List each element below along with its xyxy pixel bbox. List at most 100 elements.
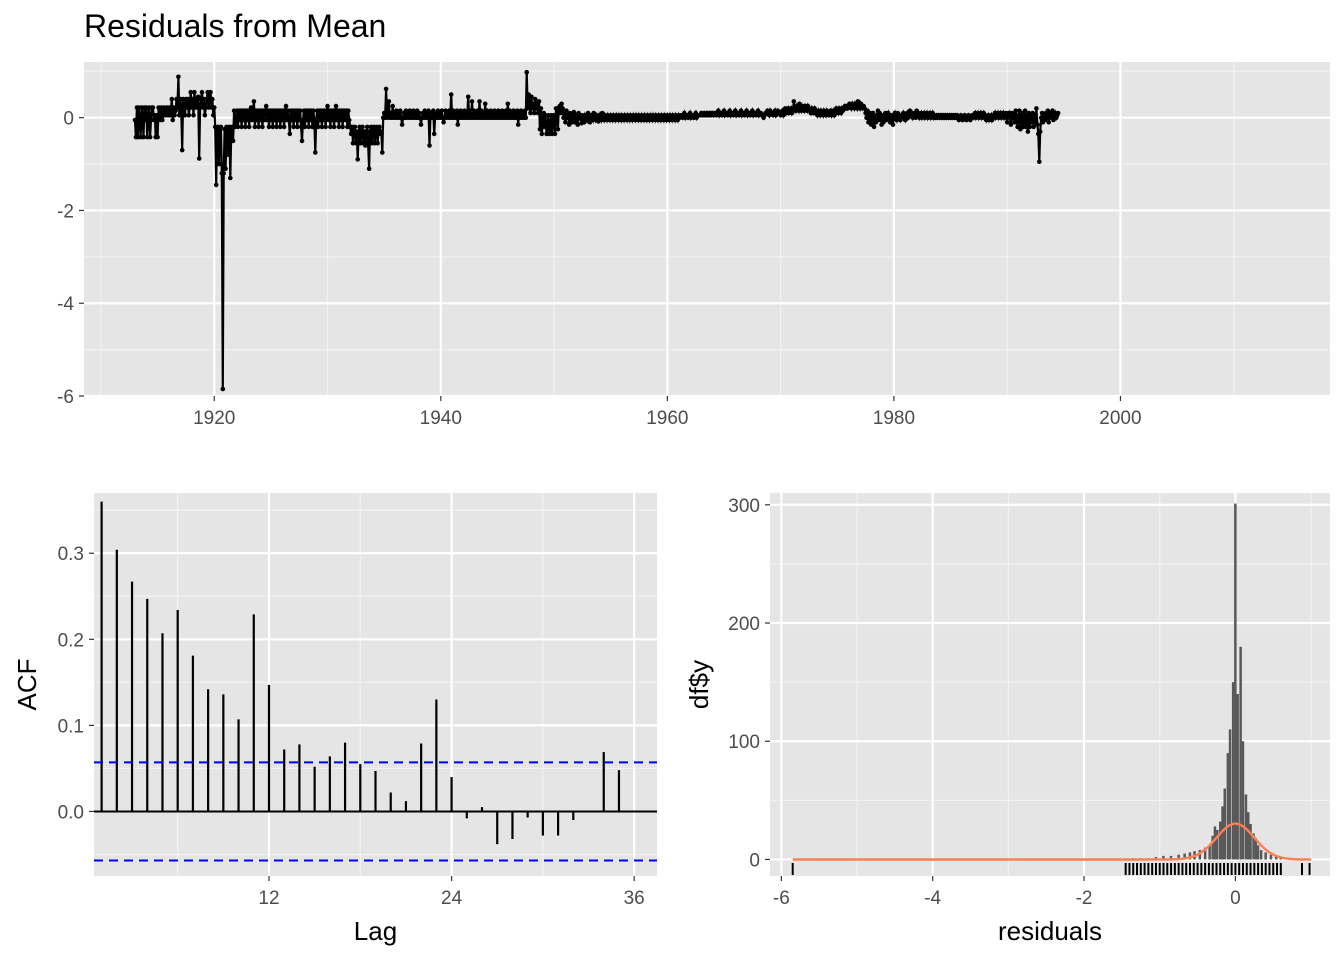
hist-bar — [1249, 824, 1252, 860]
ts-ytick-label: 0 — [63, 109, 74, 130]
ts-point — [302, 124, 308, 130]
ts-point — [375, 140, 380, 146]
ts-point — [388, 110, 394, 116]
ts-point — [363, 129, 369, 134]
ts-point — [132, 117, 138, 123]
ts-point — [448, 92, 454, 97]
ts-ytick-label: -4 — [57, 294, 74, 315]
ts-point — [467, 108, 473, 113]
ts-point — [249, 117, 255, 123]
ts-point — [211, 113, 216, 118]
ts-point — [551, 115, 557, 120]
ts-point — [226, 152, 231, 158]
ts-point — [239, 124, 244, 130]
ts-point — [202, 113, 208, 118]
hist-bar — [1269, 854, 1273, 860]
ts-point — [310, 124, 315, 130]
ts-point — [503, 108, 509, 113]
ts-point — [260, 124, 265, 130]
ts-point — [515, 122, 521, 127]
ts-point — [326, 117, 331, 123]
hist-bar — [1216, 829, 1219, 860]
ts-point — [441, 120, 446, 125]
acf-ylabel: ACF — [12, 659, 42, 711]
ts-point — [1021, 120, 1027, 125]
ts-point — [455, 122, 461, 127]
ts-point — [323, 124, 328, 130]
ts-point — [279, 117, 285, 123]
hist-bar — [1211, 835, 1214, 860]
ts-point — [325, 103, 330, 109]
ts-point — [346, 117, 352, 123]
ts-point — [514, 115, 519, 120]
ts-point — [186, 113, 192, 118]
hist-xtick-label: -4 — [924, 888, 941, 909]
ts-point — [1022, 108, 1028, 113]
ts-point — [383, 86, 389, 92]
ts-point — [169, 96, 175, 102]
hist-bar — [1219, 821, 1222, 860]
ts-point — [170, 117, 175, 123]
ts-point — [176, 74, 181, 80]
ts-point — [251, 99, 257, 104]
ts-point — [141, 134, 146, 140]
ts-point — [263, 103, 269, 109]
ts-point — [185, 96, 191, 102]
ts-point — [399, 122, 405, 127]
hist-bar — [1254, 838, 1258, 860]
ts-point — [548, 124, 553, 130]
ts-point — [560, 106, 565, 111]
hist-ytick-label: 100 — [728, 732, 760, 753]
hist-bar — [1226, 753, 1230, 860]
ts-point — [427, 143, 432, 148]
ts-point — [1013, 108, 1018, 113]
ts-point — [336, 124, 342, 130]
hist-bar — [1223, 788, 1226, 860]
ts-point — [210, 96, 215, 102]
ts-point — [191, 113, 196, 118]
acf-xtick-label: 36 — [624, 888, 645, 909]
ts-point — [1025, 129, 1031, 134]
ts-point — [390, 103, 396, 109]
ts-point — [334, 117, 340, 123]
hist-bar — [1252, 833, 1255, 860]
ts-point — [530, 106, 535, 111]
ts-point — [353, 140, 359, 146]
ts-point — [300, 117, 306, 123]
ts-point — [304, 117, 310, 123]
ts-point — [208, 89, 213, 95]
ts-point — [1035, 122, 1040, 127]
acf-xtick-label: 24 — [441, 888, 463, 909]
ts-point — [477, 99, 482, 104]
ts-point — [218, 124, 224, 130]
ts-point — [1027, 124, 1033, 130]
ts-point — [575, 122, 580, 127]
ts-point — [233, 117, 239, 123]
ts-point — [160, 117, 165, 123]
ts-point — [143, 117, 148, 123]
ts-point — [352, 124, 358, 130]
ts-point — [331, 124, 337, 130]
ts-point — [381, 110, 387, 116]
ts-point — [1037, 129, 1043, 134]
ts-point — [338, 117, 344, 123]
ts-point — [1012, 120, 1017, 125]
hist-bar — [1264, 852, 1267, 860]
ts-point — [1023, 124, 1029, 130]
acf-ytick-label: 0.2 — [58, 630, 84, 651]
ts-point — [386, 99, 392, 104]
ts-point — [283, 103, 289, 109]
ts-point — [528, 110, 533, 116]
ts-point — [264, 117, 270, 123]
ts-xtick-label: 1920 — [193, 408, 235, 429]
ts-point — [558, 110, 563, 116]
ts-point — [246, 124, 252, 130]
hist-bar — [1203, 847, 1207, 860]
ts-point — [155, 134, 160, 140]
ts-point — [297, 108, 303, 113]
hist-xtick-label: -6 — [773, 888, 790, 909]
ts-point — [343, 117, 348, 123]
ts-point — [1037, 159, 1042, 164]
ts-point — [1008, 122, 1014, 127]
ts-point — [564, 108, 569, 113]
